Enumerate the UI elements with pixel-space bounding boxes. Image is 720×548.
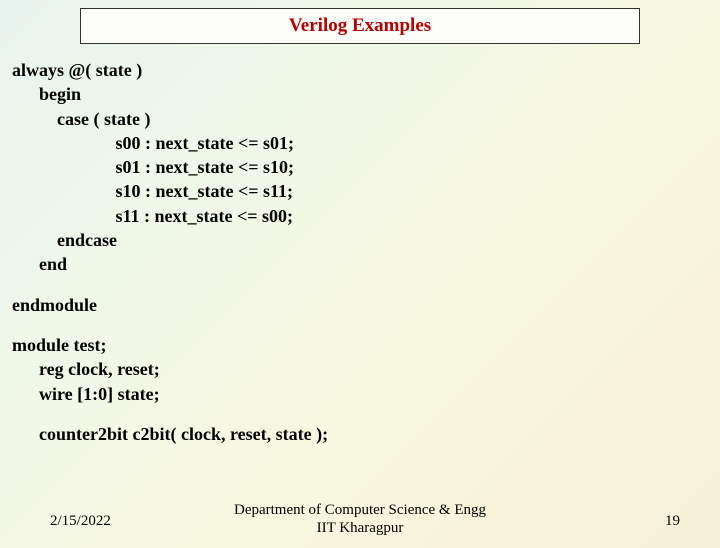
code-line: reg clock, reset; <box>12 357 710 381</box>
footer-dept-line1: Department of Computer Science & Engg <box>234 502 486 518</box>
code-line: s10 : next_state <= s11; <box>12 179 710 203</box>
footer-dept-line2: IIT Kharagpur <box>317 520 404 536</box>
code-block: always @( state ) begin case ( state ) s… <box>0 44 720 446</box>
footer-page-number: 19 <box>665 513 680 530</box>
code-line: always @( state ) <box>12 58 710 82</box>
code-line: begin <box>12 82 710 106</box>
code-line: case ( state ) <box>12 107 710 131</box>
code-line: s00 : next_state <= s01; <box>12 131 710 155</box>
code-line: end <box>12 252 710 276</box>
code-line: endmodule <box>12 293 710 317</box>
code-line: wire [1:0] state; <box>12 382 710 406</box>
slide-title: Verilog Examples <box>289 15 431 36</box>
footer-department: Department of Computer Science & Engg II… <box>0 501 720 539</box>
code-line: counter2bit c2bit( clock, reset, state )… <box>12 422 710 446</box>
code-line: s11 : next_state <= s00; <box>12 204 710 228</box>
code-line: module test; <box>12 333 710 357</box>
code-line: s01 : next_state <= s10; <box>12 155 710 179</box>
code-line: endcase <box>12 228 710 252</box>
slide-title-box: Verilog Examples <box>80 8 640 44</box>
